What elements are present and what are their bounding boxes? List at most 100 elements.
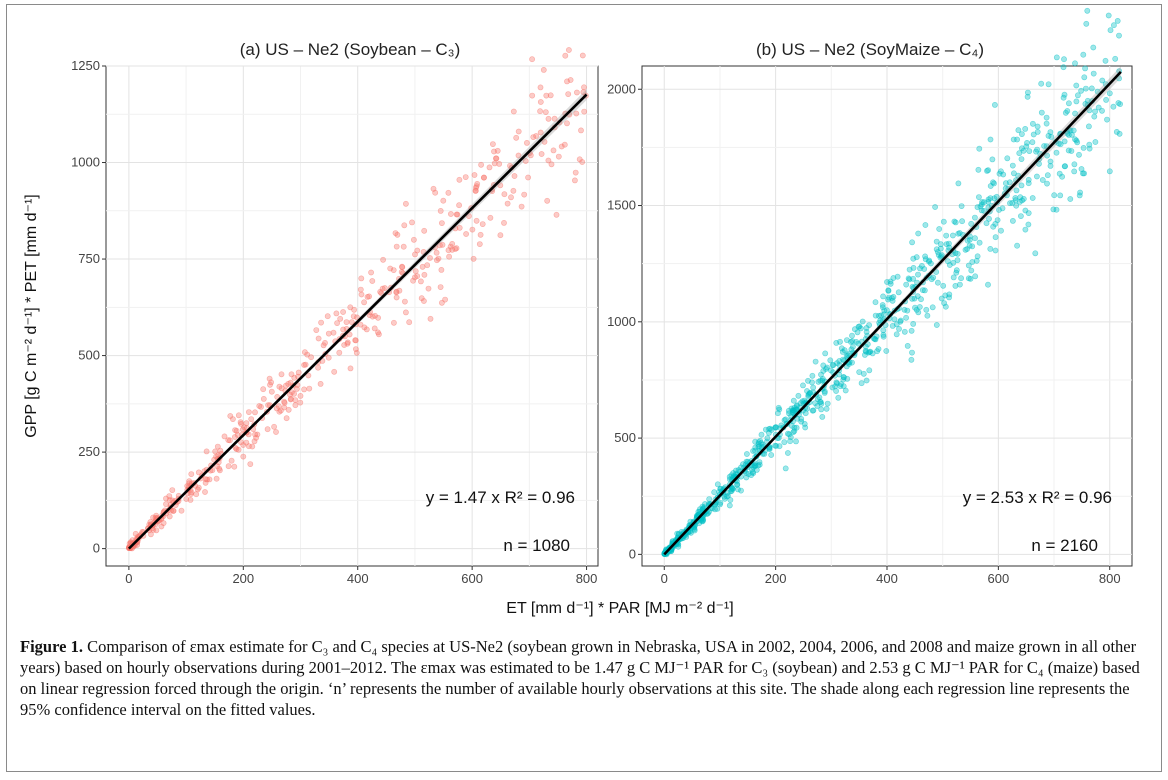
panel-b-point: [1043, 120, 1050, 127]
panel-b-point: [914, 279, 920, 286]
panel-a-point: [336, 349, 343, 356]
panel-b-point: [872, 299, 879, 306]
panel-a-point: [393, 243, 400, 250]
panel-a-point: [331, 368, 338, 375]
panel-a-point: [572, 169, 579, 176]
panel-b-point: [959, 218, 965, 225]
panel-b-point: [755, 462, 762, 469]
panel-b-point: [872, 312, 879, 319]
panel-b-point: [933, 269, 940, 275]
panel-a-point: [346, 331, 353, 338]
panel-b-point: [1053, 206, 1060, 213]
panel-b-point: [849, 332, 855, 339]
panel-b-point: [758, 431, 765, 438]
panel-b-point: [922, 253, 928, 260]
panel-a-point: [537, 108, 543, 115]
panel-a-point: [417, 278, 424, 285]
panel-b-point: [909, 239, 915, 246]
panel-a-xtick-label: 400: [347, 571, 369, 586]
panel-b-ytick-label: 500: [614, 430, 636, 445]
panel-b-point: [849, 338, 856, 345]
panel-a-point: [265, 402, 271, 408]
panel-b-point: [1071, 161, 1078, 168]
panel-a-point: [297, 392, 304, 399]
panel-a-point: [333, 310, 340, 317]
panel-b-point: [1105, 12, 1112, 19]
panel-b-point: [846, 360, 852, 367]
panel-a-point: [449, 240, 456, 247]
caption-label: Figure 1.: [20, 637, 83, 656]
panel-b-point: [1076, 192, 1083, 199]
panel-b-point: [909, 295, 915, 302]
panel-a-point: [473, 217, 480, 224]
panel-a-point: [472, 187, 479, 194]
panel-b-point: [1081, 170, 1087, 177]
panel-b-point: [1061, 138, 1068, 145]
panel-b-point: [953, 269, 960, 276]
panel-b-point: [772, 442, 778, 449]
panel-a-point: [366, 312, 373, 318]
panel-a-point: [361, 299, 367, 306]
panel-a-point: [248, 416, 255, 422]
panel-b-point: [938, 253, 945, 260]
panel-b-point: [1106, 168, 1113, 175]
panel-b-point: [893, 331, 900, 338]
caption-text: Comparison of εmax estimate for C₃ and C…: [20, 637, 1140, 719]
panel-a-point: [369, 278, 376, 284]
panel-b-point: [790, 397, 797, 404]
panel-b-point: [903, 314, 909, 321]
panel-a-point: [340, 309, 346, 315]
panel-b-point: [817, 399, 824, 405]
panel-b-point: [738, 487, 744, 494]
panel-a-point: [402, 309, 409, 316]
panel-b-point: [901, 328, 908, 335]
panel-b-point: [862, 351, 868, 358]
panel-a-point: [437, 207, 444, 214]
panel-b-point: [972, 273, 979, 280]
panel-b-point: [875, 346, 882, 352]
panel-b-point: [977, 203, 984, 210]
panel-b-point: [835, 394, 842, 401]
panel-a-point: [438, 220, 445, 226]
panel-b-point: [812, 400, 818, 406]
panel-b-point: [849, 359, 855, 366]
panel-a-point: [361, 324, 368, 331]
panel-b-point: [733, 467, 739, 474]
panel-a-point: [456, 176, 463, 183]
panel-b-point: [1103, 97, 1109, 103]
panel-b-point: [1116, 32, 1122, 39]
panel-a-point: [540, 67, 547, 73]
panel-b-point: [930, 274, 937, 281]
panel-b-point: [881, 311, 887, 318]
panel-b-point: [863, 377, 870, 384]
panel-b-point: [1090, 44, 1097, 51]
panel-b-point: [912, 304, 918, 311]
panel-a-point: [390, 319, 397, 326]
panel-a-point: [470, 255, 477, 262]
panel-b-point: [1086, 141, 1093, 148]
panel-a-point: [302, 361, 309, 368]
panel-b-point: [858, 380, 865, 387]
panel-a-point: [497, 232, 504, 239]
panel-b-point: [830, 362, 837, 368]
panel-a-ytick-label: 500: [78, 348, 100, 363]
panel-b-point: [1044, 152, 1050, 159]
panel-b-point: [904, 342, 911, 349]
panel-b-point: [958, 275, 964, 282]
panel-a-point: [169, 487, 176, 493]
panel-b-point: [938, 295, 945, 302]
panel-a-point: [235, 446, 242, 453]
panel-b-point: [895, 289, 902, 296]
panel-a-point: [414, 247, 421, 254]
panel-a-point: [501, 191, 508, 198]
panel-b-point: [1084, 7, 1091, 14]
panel-b-point: [1069, 131, 1075, 138]
panel-b-point: [894, 273, 901, 280]
panel-a: (a) US – Ne2 (Soybean – C₃) 0 200 400 600 80…: [71, 40, 599, 586]
panel-b-point: [1024, 139, 1030, 146]
panel-b-point: [903, 281, 910, 288]
panel-b-point: [933, 238, 940, 245]
panel-a-point: [579, 52, 586, 59]
panel-b-point: [842, 387, 849, 394]
panel-b-point: [904, 307, 911, 314]
